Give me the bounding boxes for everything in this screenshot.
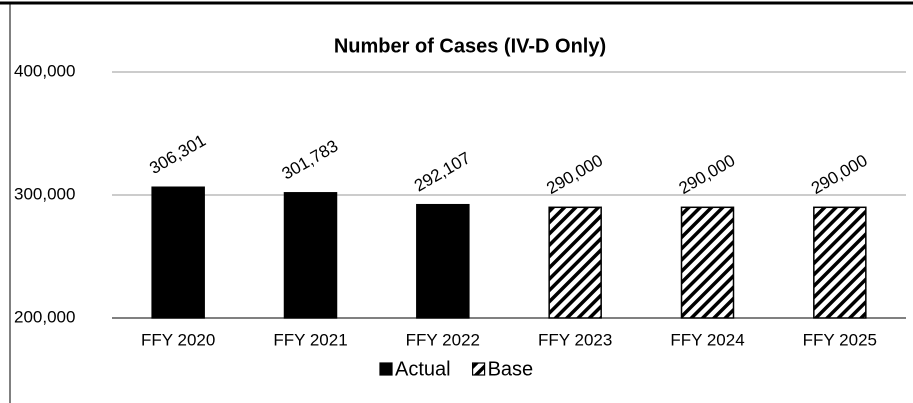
data-label: 290,000 (808, 151, 871, 198)
bar (283, 192, 338, 319)
data-label: 290,000 (676, 151, 739, 198)
x-tick-label: FFY 2021 (273, 330, 347, 349)
legend-label: Actual (395, 358, 451, 380)
x-tick-label: FFY 2023 (538, 330, 612, 349)
legend-swatch (379, 362, 393, 376)
y-tick-label: 400,000 (14, 61, 75, 80)
bar (416, 203, 470, 319)
y-tick-label: 200,000 (14, 307, 75, 326)
y-tick-label: 300,000 (14, 184, 75, 203)
data-label: 306,301 (146, 131, 209, 178)
data-label: 292,107 (411, 148, 474, 195)
data-label: 301,783 (279, 136, 342, 183)
bar (680, 206, 735, 319)
bar (813, 206, 867, 319)
data-label: 290,000 (543, 151, 606, 198)
x-tick-label: FFY 2022 (406, 330, 480, 349)
x-tick-label: FFY 2025 (803, 330, 877, 349)
bar (151, 186, 205, 319)
legend-label: Base (488, 358, 534, 380)
x-tick-label: FFY 2024 (670, 330, 744, 349)
legend-swatch (471, 362, 486, 376)
x-tick-label: FFY 2020 (141, 330, 215, 349)
bar (548, 206, 602, 319)
chart-title: Number of Cases (IV-D Only) (334, 35, 606, 57)
